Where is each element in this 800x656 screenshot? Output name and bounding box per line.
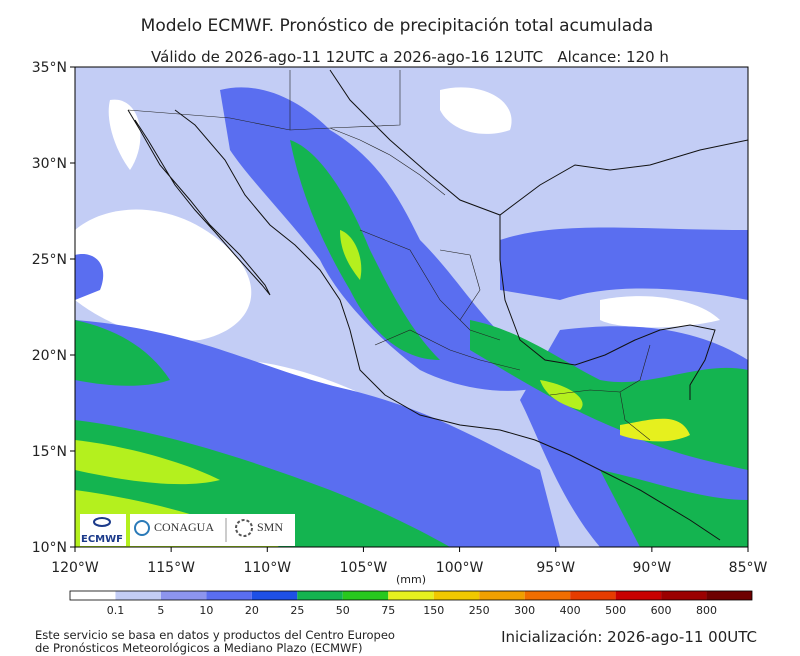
conagua-smn-logo (130, 514, 295, 546)
lat-label: 20°N (32, 348, 67, 364)
ecmwf-text: ECMWF (81, 534, 123, 545)
colorbar-label: 800 (696, 604, 717, 617)
lon-labels: 120°W 115°W 110°W 105°W 100°W 95°W 90°W 85°W (51, 547, 767, 576)
colorbar-swatch (342, 591, 389, 600)
colorbar-label: 300 (514, 604, 535, 617)
colorbar-label: 25 (290, 604, 304, 617)
colorbar-swatch (388, 591, 434, 600)
colorbar-swatch (524, 591, 571, 600)
colorbar-swatch (160, 591, 207, 600)
colorbar-unit: (mm) (396, 573, 426, 586)
colorbar: 0.1 5 10 20 25 50 75 150 250 300 400 500 600 800 (69, 590, 753, 617)
ecmwf-logo (80, 514, 126, 546)
lon-label: 120°W (51, 560, 99, 576)
lon-label: 100°W (436, 560, 484, 576)
colorbar-swatch (570, 591, 616, 600)
subtitle: Válido de 2026-ago-11 12UTC a 2026-ago-1… (151, 48, 669, 66)
colorbar-swatch (706, 591, 752, 600)
colorbar-swatch (206, 591, 252, 600)
colorbar-label: 250 (469, 604, 490, 617)
lat-label: 15°N (32, 444, 67, 460)
logos: ECMWF CONAGUA SMN (80, 514, 295, 546)
colorbar-swatch (115, 591, 161, 600)
lon-label: 95°W (536, 560, 575, 576)
lat-label: 30°N (32, 156, 67, 172)
lon-label: 85°W (729, 560, 768, 576)
title: Modelo ECMWF. Pronóstico de precipitació… (141, 16, 654, 36)
lat-label: 10°N (32, 540, 67, 556)
colorbar-label: 400 (560, 604, 581, 617)
smn-text: SMN (257, 520, 283, 534)
lon-label: 110°W (243, 560, 291, 576)
footer-source-line: de Pronósticos Meteorológicos a Mediano … (35, 641, 362, 655)
colorbar-label: 5 (157, 604, 164, 617)
conagua-text: CONAGUA (154, 520, 214, 534)
colorbar-swatch (297, 591, 343, 600)
colorbar-swatch (433, 591, 480, 600)
colorbar-swatch (70, 591, 116, 600)
colorbar-label: 150 (423, 604, 444, 617)
colorbar-swatch (251, 591, 298, 600)
lat-label: 35°N (32, 60, 67, 76)
colorbar-label: 50 (336, 604, 350, 617)
lon-label: 115°W (147, 560, 195, 576)
colorbar-label: 10 (199, 604, 213, 617)
footer-source-line: Este servicio se basa en datos y product… (35, 628, 395, 642)
lon-label: 90°W (633, 560, 672, 576)
colorbar-label: 500 (605, 604, 626, 617)
colorbar-label: 600 (651, 604, 672, 617)
colorbar-swatch (479, 591, 525, 600)
colorbar-label: 20 (245, 604, 259, 617)
colorbar-label: 0.1 (107, 604, 125, 617)
colorbar-swatch (661, 591, 707, 600)
lat-labels: 35°N 30°N 25°N 20°N 15°N 10°N (32, 60, 75, 556)
lon-label: 105°W (340, 560, 388, 576)
lat-label: 25°N (32, 252, 67, 268)
colorbar-label: 75 (381, 604, 395, 617)
footer-init: Inicialización: 2026-ago-11 00UTC (501, 628, 757, 646)
colorbar-frame (69, 590, 753, 601)
map: ECMWF CONAGUA SMN (74, 66, 749, 548)
colorbar-swatch (615, 591, 662, 600)
